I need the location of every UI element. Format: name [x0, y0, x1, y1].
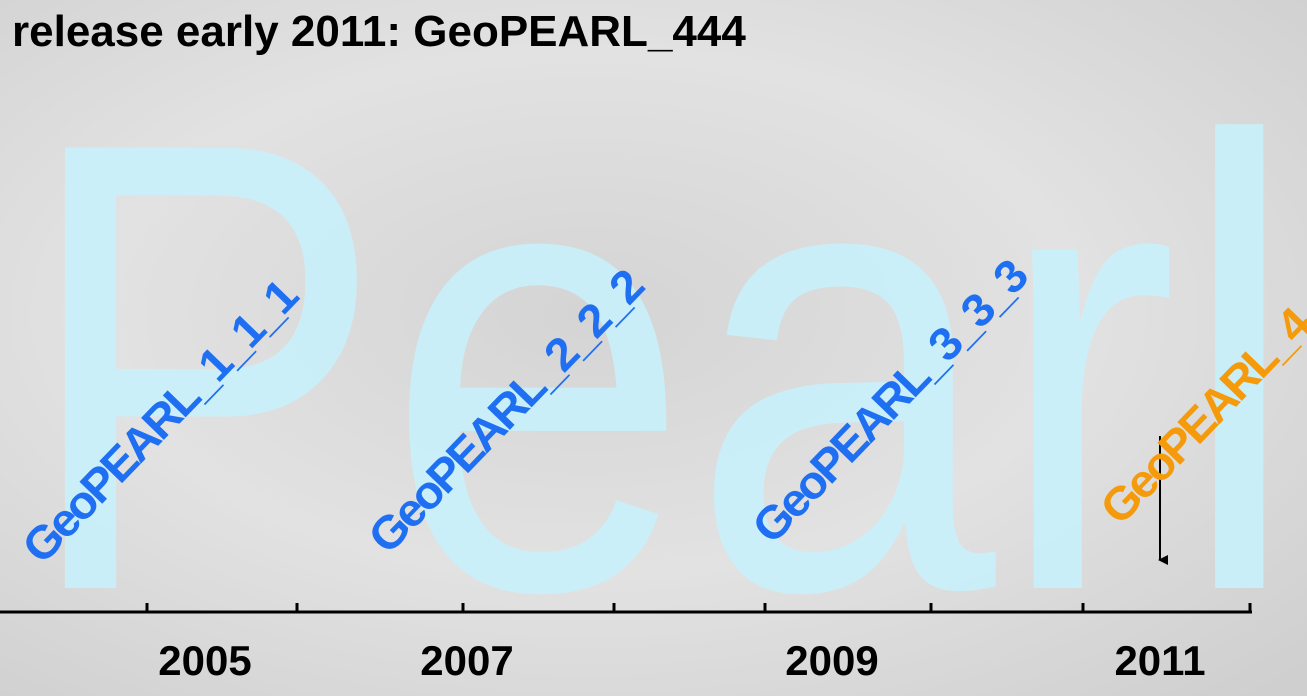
slide: Pearl release early 2011: GeoPEARL_444 2…	[0, 0, 1307, 696]
year-label: 2005	[158, 637, 251, 684]
year-label: 2011	[1114, 637, 1205, 684]
year-label: 2009	[785, 637, 878, 684]
slide-title: release early 2011: GeoPEARL_444	[12, 7, 746, 56]
year-label: 2007	[420, 637, 513, 684]
